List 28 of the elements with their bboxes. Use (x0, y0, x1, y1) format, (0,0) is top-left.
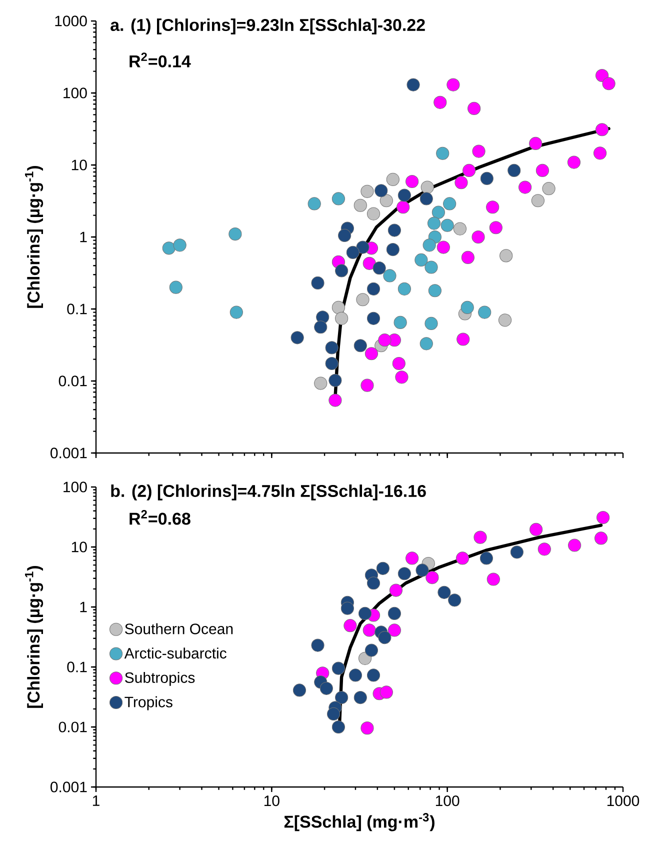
y-tick-label: 100 (64, 482, 87, 492)
text: R$^{2}$=0.68 (130, 510, 190, 525)
y-tick-label: 10 (72, 160, 87, 170)
y-tick-label: 1000 (55, 16, 87, 26)
y-tick-label: 0.1 (67, 662, 87, 672)
y-tick-label: 0.01 (58, 376, 87, 386)
x-axis-title: Σ[SSchla] (mg·m$^{-3}$) (284, 813, 434, 832)
y-tick-label: 1 (80, 232, 87, 242)
y-tick-label: 10 (72, 542, 87, 552)
y-tick-label: 100 (64, 88, 87, 98)
x-tick-label: 100 (436, 796, 460, 806)
chart-title: a. (1) [Chlorins]=9.23ln Σ[SSchla]-30.22 (110, 18, 425, 34)
x-tick-label: 1 (92, 796, 100, 806)
y-tick-label: 0.001 (50, 782, 87, 792)
y-tick-label: 1 (80, 602, 87, 612)
legend-label: Subtropics (125, 672, 195, 686)
legend-label: Southern Ocean (125, 623, 233, 634)
x-tick-label: 1000 (607, 796, 640, 806)
legend-label: Tropics (124, 696, 172, 710)
y-axis-title: [Chlorins] (µg·g$^{-1}$) (25, 566, 44, 708)
legend-label: Arctic-subarctic (124, 648, 226, 659)
y-tick-label: 0.001 (50, 448, 87, 458)
y-axis-title: [Chlorins] (µg·g$^{-1}$) (25, 166, 44, 308)
y-tick-label: 0.01 (58, 722, 87, 732)
chart-title: b. (2) [Chlorins]=4.75ln Σ[SSchla]-16.16 (111, 484, 426, 500)
text: R$^{2}$=0.14 (130, 52, 191, 68)
y-tick-label: 0.1 (67, 304, 87, 314)
x-tick-label: 10 (264, 796, 280, 806)
